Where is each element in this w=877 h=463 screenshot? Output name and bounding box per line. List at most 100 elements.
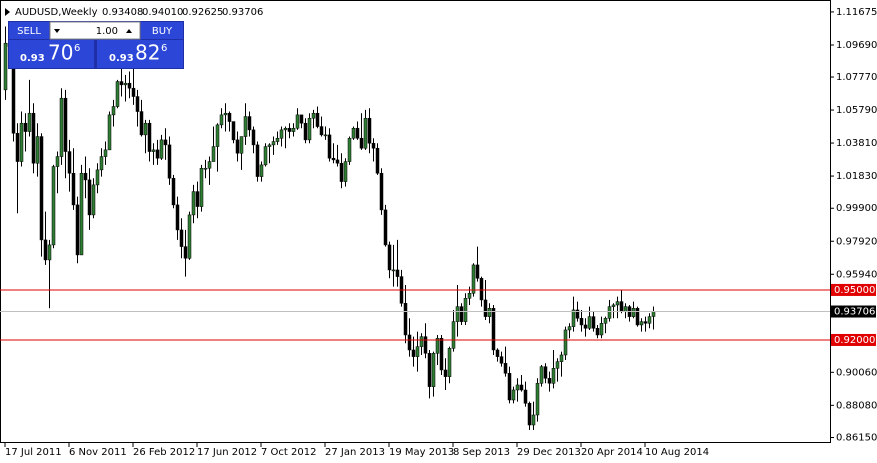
x-tick-label: 10 Aug 2014: [645, 447, 709, 458]
candle-body-bear: [319, 126, 324, 136]
candle-body-bear: [171, 177, 176, 206]
candle-body-bull: [347, 137, 352, 162]
candle-body-bear: [315, 112, 320, 127]
candle-body-bull: [563, 329, 568, 356]
candle-body-bull: [363, 117, 368, 149]
candle-body-bull: [243, 116, 248, 137]
marks: [0, 26, 830, 430]
candle-body-bear: [167, 144, 172, 179]
candle-body-bull: [279, 129, 284, 139]
candle-body-bear: [327, 134, 332, 159]
lot-up[interactable]: [126, 29, 132, 33]
candle-body-bull: [307, 117, 312, 141]
candle-body-bull: [283, 127, 288, 131]
candle-body-bear: [475, 264, 480, 279]
candle-body-bull: [199, 167, 204, 207]
candle-body-bear: [479, 278, 484, 301]
candle-body-bull: [55, 156, 60, 167]
candle-body-bear: [183, 246, 188, 259]
candle-body-bull: [191, 191, 196, 216]
lot-input[interactable]: [49, 21, 141, 40]
lot-value[interactable]: 1.00: [96, 26, 118, 37]
candle-body-bull: [267, 144, 272, 147]
candle-body-bull: [51, 166, 56, 246]
candle-body-bear: [383, 209, 388, 246]
y-tick-label: 1.07770: [836, 72, 877, 83]
candle-body-bull: [431, 353, 436, 387]
y-tick-label: 0.97920: [836, 236, 877, 247]
candle-body-bear: [127, 82, 132, 89]
sell-button[interactable]: [9, 22, 49, 39]
buy-label[interactable]: BUY: [152, 26, 173, 37]
candle-body-bear: [23, 122, 28, 132]
candle-body-bull: [95, 169, 100, 186]
buy-price-big[interactable]: 0.93: [109, 53, 134, 64]
candle-body-bear: [499, 356, 504, 364]
candle-body-bear: [139, 111, 144, 136]
candle-body-bear: [595, 328, 600, 336]
candle-body-bear: [15, 132, 20, 162]
y-tick-label: 1.09690: [836, 40, 877, 51]
candle-body-bull: [651, 311, 656, 317]
candle-body-bull: [471, 264, 476, 294]
candle-body-bear: [423, 336, 428, 354]
candle-body-bear: [175, 204, 180, 231]
candle-body-bull: [559, 354, 564, 362]
candle-body-bear: [519, 384, 524, 391]
y-tick-label: 1.11675: [836, 7, 877, 18]
candle-body-bull: [611, 304, 616, 307]
candle-body-bull: [323, 134, 328, 137]
x-tick-label: 29 Dec 2013: [517, 447, 581, 458]
plot-frame: [0, 0, 831, 443]
candle-body-bull: [35, 136, 40, 164]
candle-body-bear: [527, 403, 532, 426]
candle-body-bull: [291, 127, 296, 132]
level-label-bg: [831, 333, 876, 346]
candle-body-bull: [223, 112, 228, 116]
candle-body-bear: [355, 127, 360, 139]
candle-body-bear: [495, 349, 500, 357]
buy-button[interactable]: [141, 22, 183, 39]
sell-pips[interactable]: 70: [48, 41, 73, 65]
candle-body-bear: [443, 369, 448, 377]
candle-body-bull: [295, 114, 300, 129]
candle-body-bull: [275, 137, 280, 142]
sell-frac[interactable]: 6: [74, 43, 80, 54]
candle-body-bull: [515, 384, 520, 391]
candle-body-bear: [255, 144, 260, 177]
candle-body-bull: [47, 244, 52, 261]
candle-body-bull: [311, 112, 316, 119]
candle-body-bull: [535, 383, 540, 416]
candle-body-bear: [195, 191, 200, 207]
candle-body-bear: [491, 308, 496, 351]
candle-body-bull: [531, 414, 536, 426]
close-value: 0.93706: [222, 7, 263, 18]
x-tick-label: 26 Feb 2012: [133, 447, 195, 458]
candle-body-bear: [39, 136, 44, 241]
candle-body-bear: [67, 151, 72, 174]
lot-down[interactable]: [54, 29, 60, 33]
candle-body-bear: [135, 96, 140, 112]
candle-body-bull: [103, 149, 108, 157]
candle-body-bear: [235, 139, 240, 154]
candle-body-bull: [79, 172, 84, 256]
candle-body-bear: [247, 116, 252, 131]
candle-body-bull: [447, 348, 452, 377]
candle-body-bear: [375, 147, 380, 174]
buy-price-box[interactable]: [97, 40, 183, 68]
y-tick-label: 1.05790: [836, 105, 877, 116]
candle-body-bull: [211, 146, 216, 162]
buy-frac[interactable]: 6: [161, 43, 167, 54]
candle-body-bull: [615, 301, 620, 306]
level-label: 0.93706: [834, 307, 875, 318]
sell-label[interactable]: SELL: [17, 26, 41, 37]
candle-body-bull: [91, 184, 96, 216]
sell-price-big[interactable]: 0.93: [20, 53, 45, 64]
buy-pips[interactable]: 82: [135, 41, 160, 65]
sell-price-box[interactable]: [9, 40, 94, 68]
candle-body-bull: [567, 326, 572, 331]
candle-body-bear: [547, 378, 552, 384]
candle-body-bear: [371, 142, 376, 149]
